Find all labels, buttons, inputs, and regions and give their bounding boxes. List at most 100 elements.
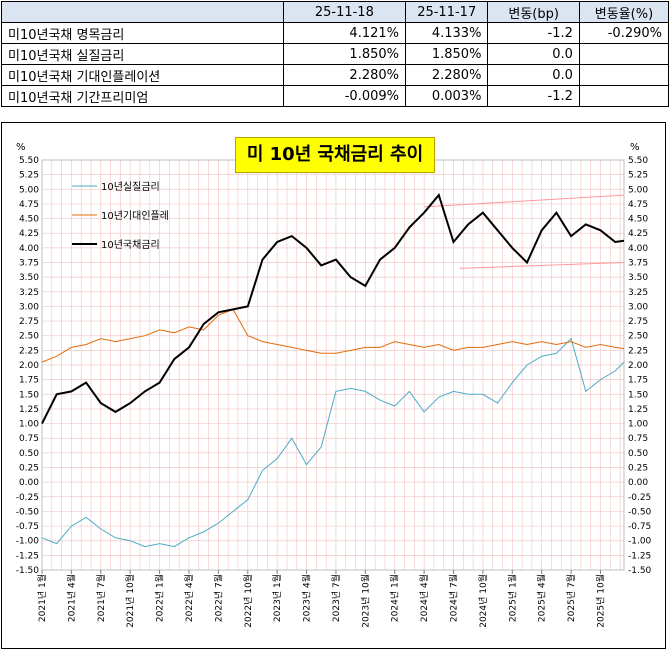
- y-tick-label-right: 2.50: [628, 332, 648, 342]
- x-tick-label: 2025년 1월: [506, 574, 518, 622]
- header-cell-bp: 변동(bp): [487, 1, 580, 23]
- y-tick-label-left: 3.75: [19, 259, 39, 269]
- series-line: [41, 193, 625, 425]
- y-tick-label-right: -1.00: [628, 537, 652, 547]
- y-tick-label-left: 2.75: [19, 317, 39, 327]
- legend-label: 10년기대인플레: [101, 210, 169, 222]
- y-tick-label-right: 3.75: [628, 259, 648, 269]
- x-tick-label: 2023년 10월: [359, 574, 371, 628]
- x-tick-label: 2021년 4월: [65, 574, 77, 622]
- y-tick-label-left: -0.50: [16, 507, 40, 517]
- x-tick-label: 2022년 1월: [154, 574, 166, 622]
- y-tick-label-right: 3.25: [628, 288, 648, 298]
- row-value-pct: -0.290%: [578, 22, 669, 44]
- row-value-bp: 0.0: [487, 43, 580, 65]
- y-tick-label-right: 4.25: [628, 229, 648, 239]
- x-tick-label: 2024년 1월: [389, 574, 401, 622]
- table-row: 미10년국채 기간프리미엄 -0.009% 0.003% -1.2: [1, 85, 669, 107]
- trend-line-upper-trend: [424, 194, 625, 208]
- x-tick-label: 2022년 7월: [212, 574, 224, 622]
- row-value-pct: [578, 85, 669, 107]
- row-value-date2: 2.280%: [404, 64, 489, 86]
- y-tick-label-left: 2.00: [19, 361, 39, 371]
- x-tick-label: 2021년 1월: [36, 574, 48, 622]
- y-tick-label-left: -1.00: [16, 537, 40, 547]
- y-tick-label-left: 2.25: [19, 346, 39, 356]
- x-tick-label: 2024년 4월: [418, 574, 430, 622]
- y-tick-label-left: 1.00: [19, 420, 39, 430]
- x-tick-label: 2024년 7월: [448, 574, 460, 622]
- y-tick-label-right: 5.00: [628, 185, 648, 195]
- y-tick-label-left: 3.25: [19, 288, 39, 298]
- row-value-pct: [578, 64, 669, 86]
- row-value-pct: [578, 43, 669, 65]
- x-tick-label: 2025년 4월: [536, 574, 548, 622]
- row-label: 미10년국채 명목금리: [1, 22, 284, 44]
- y-tick-label-left: -0.25: [16, 493, 39, 503]
- legend-label: 10년실질금리: [101, 181, 160, 193]
- line-chart: % % 5.50 5.50 5.25 5.25 5.00 5.00 4.75 4.75 4.50 4.…: [16, 142, 652, 628]
- x-tick-label: 2025년 10월: [594, 574, 606, 628]
- y-tick-label-left: 5.00: [19, 185, 39, 195]
- y-tick-label-right: 2.75: [628, 317, 648, 327]
- legend-label: 10년국채금리: [101, 239, 160, 251]
- y-tick-label-left: 5.50: [19, 156, 39, 166]
- header-cell-label: [1, 1, 284, 23]
- series-line: [41, 337, 625, 548]
- y-tick-label-right: 1.75: [628, 376, 648, 386]
- chart-title: 미 10년 국채금리 추이: [235, 137, 435, 173]
- y-tick-label-left: 0.50: [19, 449, 39, 459]
- y-tick-label-right: 0.50: [628, 449, 648, 459]
- y-tick-label-left: 4.50: [19, 215, 39, 225]
- row-value-bp: -1.2: [487, 22, 580, 44]
- chart-container: %% 5.50 5.50 5.25 5.25 5.00 5.00 4.75 4.75 4.50 4.…: [1, 122, 666, 649]
- x-tick-label: 2025년 7월: [565, 574, 577, 622]
- y-tick-label-left: 1.50: [19, 390, 39, 400]
- y-tick-label-left: 4.75: [19, 200, 39, 210]
- y-tick-label-left: 2.50: [19, 332, 39, 342]
- y-tick-label-right: -0.50: [628, 507, 652, 517]
- y-tick-label-right: 4.75: [628, 200, 648, 210]
- y-tick-label-right: 3.50: [628, 273, 648, 283]
- trend-line-lower-trend: [459, 262, 625, 269]
- x-tick-label: 2021년 7월: [95, 574, 107, 622]
- row-value-date2: 1.850%: [404, 43, 489, 65]
- rates-table: 25-11-18 25-11-17 변동(bp) 변동율(%) 미10년국채 명…: [1, 1, 669, 107]
- x-tick-label: 2022년 4월: [183, 574, 195, 622]
- header-cell-date1: 25-11-18: [282, 1, 407, 23]
- row-value-date1: 2.280%: [282, 64, 407, 86]
- y-tick-label-left: 0.25: [19, 464, 39, 474]
- row-value-date1: 4.121%: [282, 22, 407, 44]
- y-tick-label-left: 5.25: [19, 171, 39, 181]
- y-tick-label-left: 3.00: [19, 302, 39, 312]
- y-tick-label-left: 0.75: [19, 434, 39, 444]
- y-tick-label-right: 0.00: [628, 478, 648, 488]
- y-axis-label-left: %: [16, 142, 26, 153]
- row-value-bp: -1.2: [487, 85, 580, 107]
- x-tick-label: 2024년 10월: [477, 574, 489, 628]
- y-tick-label-right: -0.25: [628, 493, 651, 503]
- y-tick-label-left: 3.50: [19, 273, 39, 283]
- y-tick-label-right: 2.00: [628, 361, 648, 371]
- y-tick-label-left: -0.75: [16, 522, 39, 532]
- y-tick-label-right: -1.50: [628, 566, 652, 576]
- y-tick-label-left: -1.50: [16, 566, 40, 576]
- y-tick-label-right: 5.50: [628, 156, 648, 166]
- row-value-date2: 0.003%: [404, 85, 489, 107]
- y-tick-label-right: 1.00: [628, 420, 648, 430]
- table-row: 미10년국채 명목금리 4.121% 4.133% -1.2 -0.290%: [1, 22, 669, 44]
- table-row: 미10년국채 기대인플레이션 2.280% 2.280% 0.0: [1, 64, 669, 86]
- row-value-date1: -0.009%: [282, 85, 407, 107]
- x-tick-label: 2023년 4월: [301, 574, 313, 622]
- y-tick-label-right: 4.00: [628, 244, 648, 254]
- y-axis-label-right: %: [630, 142, 640, 153]
- y-tick-label-right: 1.50: [628, 390, 648, 400]
- row-value-bp: 0.0: [487, 64, 580, 86]
- series-line: [41, 308, 625, 363]
- y-tick-label-left: 1.25: [19, 405, 39, 415]
- header-cell-date2: 25-11-17: [404, 1, 489, 23]
- y-tick-label-left: 4.25: [19, 229, 39, 239]
- y-tick-label-left: 1.75: [19, 376, 39, 386]
- row-label: 미10년국채 실질금리: [1, 43, 284, 65]
- y-tick-label-right: -1.25: [628, 551, 651, 561]
